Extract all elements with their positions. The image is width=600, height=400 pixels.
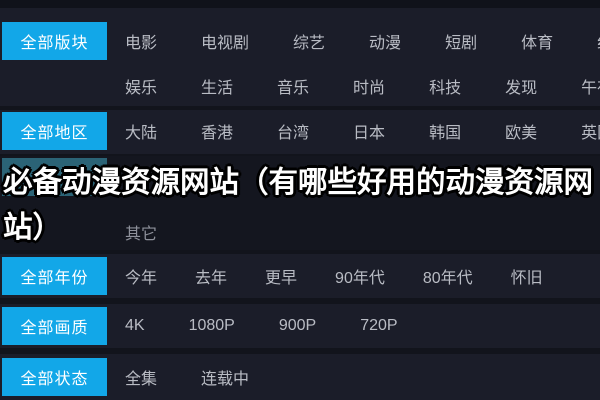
section-options-row2: 娱乐 生活 音乐 时尚 科技 发现 午夜 [125,67,600,105]
status-options-row: 全集 连载中 [125,358,249,396]
filter-option-anime[interactable]: 动漫 [369,35,402,52]
filter-option-midnight[interactable]: 午夜 [581,80,600,97]
filter-option-720p[interactable]: 720P [360,317,398,334]
filter-option-music[interactable]: 音乐 [277,80,310,97]
filter-option-fashion[interactable]: 时尚 [353,80,386,97]
covered-options-row: 其它 [125,213,157,251]
filter-band-region: 全部地区 大陆 香港 台湾 日本 韩国 欧美 英国 [0,110,600,154]
filter-option-tv[interactable]: 电视剧 [201,35,250,52]
filter-band-section: 全部版块 电影 电视剧 综艺 动漫 短剧 体育 纪录片 娱乐 生活 音乐 时尚 … [0,8,600,106]
filter-option-900p[interactable]: 900P [278,317,317,334]
filter-option-4k[interactable]: 4K [125,317,145,334]
region-options-row: 大陆 香港 台湾 日本 韩国 欧美 英国 [125,112,600,150]
filter-option-shortdrama[interactable]: 短剧 [445,35,478,52]
filter-option-sports[interactable]: 体育 [521,35,554,52]
all-quality-button[interactable]: 全部画质 [2,307,107,345]
filter-option-movie[interactable]: 电影 [125,35,158,52]
filter-option-documentary[interactable]: 纪录片 [597,29,600,53]
filter-option-japan[interactable]: 日本 [353,125,386,142]
filter-option-mainland[interactable]: 大陆 [125,125,158,142]
year-options-row: 今年 去年 更早 90年代 80年代 怀旧 [125,257,543,295]
filter-option-thisyear[interactable]: 今年 [125,270,158,287]
all-status-button[interactable]: 全部状态 [2,358,107,396]
filter-option-korea[interactable]: 韩国 [429,125,462,142]
filter-option-other[interactable]: 其它 [125,226,158,243]
filter-option-western[interactable]: 欧美 [505,125,538,142]
filter-option-discover[interactable]: 发现 [505,80,538,97]
covered-filter-band: 其它 [0,156,600,250]
filter-band-quality: 全部画质 4K 1080P 900P 720P [0,304,600,348]
filter-band-status: 全部状态 全集 连载中 [0,354,600,400]
all-sections-button[interactable]: 全部版块 [2,22,107,60]
overlay-caption-title: 必备动漫资源网站（有哪些好用的动漫资源网站） [3,166,594,244]
filter-option-90s[interactable]: 90年代 [335,270,385,287]
filter-option-nostalgia[interactable]: 怀旧 [510,270,543,287]
filter-band-year: 全部年份 今年 去年 更早 90年代 80年代 怀旧 [0,254,600,298]
filter-option-1080p[interactable]: 1080P [188,317,235,334]
filter-option-ongoing[interactable]: 连载中 [201,371,250,388]
all-regions-button[interactable]: 全部地区 [2,112,107,150]
dimmed-filter-button[interactable] [2,158,107,196]
all-years-button[interactable]: 全部年份 [2,257,107,295]
filter-option-tech[interactable]: 科技 [429,80,462,97]
section-options-row1: 电影 电视剧 综艺 动漫 短剧 体育 纪录片 [125,22,600,60]
filter-option-lastyear[interactable]: 去年 [195,270,228,287]
filter-option-life[interactable]: 生活 [201,80,234,97]
filter-option-entertainment[interactable]: 娱乐 [125,80,158,97]
filter-option-80s[interactable]: 80年代 [422,270,473,287]
filter-option-hongkong[interactable]: 香港 [201,125,234,142]
quality-options-row: 4K 1080P 900P 720P [125,307,398,345]
filter-option-taiwan[interactable]: 台湾 [277,125,310,142]
filter-option-complete[interactable]: 全集 [125,371,158,388]
filter-option-earlier[interactable]: 更早 [265,270,298,287]
filter-option-uk[interactable]: 英国 [581,125,600,142]
top-divider [0,0,600,8]
filter-option-variety[interactable]: 综艺 [293,35,326,52]
